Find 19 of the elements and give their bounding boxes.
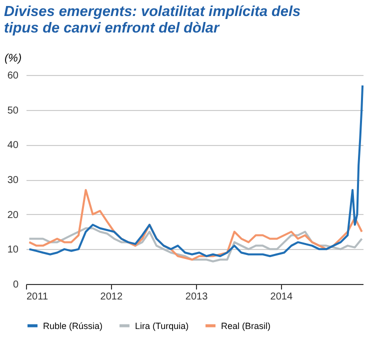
y-tick-label: 50	[7, 105, 19, 116]
x-tick-label: 2012	[100, 292, 123, 302]
y-axis-title: (%)	[4, 52, 22, 64]
x-tick-label: 2014	[270, 292, 293, 302]
x-tick-label: 2011	[26, 292, 48, 302]
y-tick-label: 40	[7, 140, 19, 152]
x-tick-label: 2013	[185, 292, 208, 302]
line-series	[28, 188, 363, 261]
legend-label: Ruble (Rússia)	[43, 320, 103, 331]
y-tick-label: 20	[7, 210, 19, 221]
line-series	[28, 227, 363, 262]
line-series	[28, 84, 364, 258]
y-tick-label: 10	[7, 244, 19, 256]
y-tick-label: 30	[7, 175, 19, 186]
chart-title: Divises emergents: volatilitat implícita dels tipus de canvi enfront del dòlar	[4, 4, 301, 36]
y-tick-label: 60	[7, 70, 19, 82]
legend-label: Real (Brasil)	[221, 320, 271, 331]
y-tick-label: 0	[12, 280, 19, 290]
legend-label: Lira (Turquia)	[135, 320, 189, 331]
